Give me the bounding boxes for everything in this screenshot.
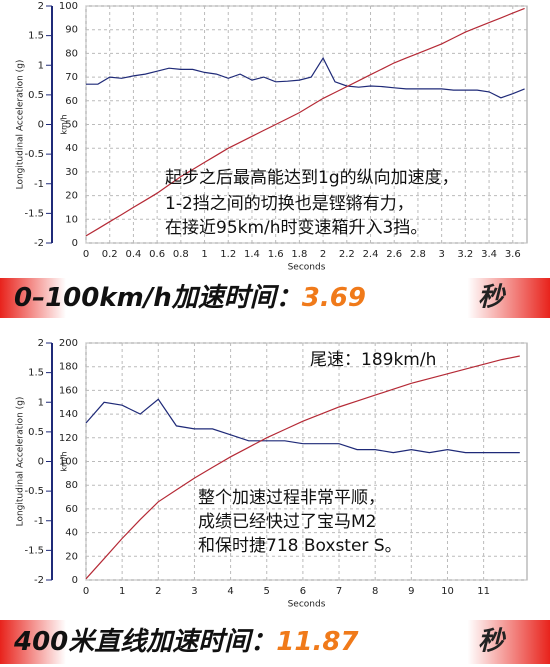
y2-tick-label: 20: [65, 551, 78, 562]
y2-tick-label: 140: [59, 409, 78, 420]
y2-tick-label: 100: [59, 1, 78, 12]
y-tick-label: 1: [38, 60, 44, 71]
annotation: 在接近95km/h时变速箱升入3挡。: [165, 218, 427, 238]
y-tick-label: 1.5: [28, 368, 44, 379]
x-axis-label: Seconds: [288, 600, 326, 610]
banner-value: 11.87: [276, 627, 359, 657]
y-tick-label: 2: [38, 338, 44, 349]
y2-tick-label: 80: [65, 480, 78, 491]
banner-label: 400米直线加速时间：: [13, 627, 276, 657]
x-tick-label: 7: [336, 586, 342, 597]
x-tick-label: 0: [83, 249, 89, 260]
x-tick-label: 8: [372, 586, 378, 597]
x-tick-label: 5: [264, 586, 270, 597]
x-tick-label: 1: [119, 586, 125, 597]
y2-tick-label: 70: [65, 72, 78, 83]
x-tick-label: 2: [320, 249, 326, 260]
data-line: [86, 56, 525, 99]
y-tick-label: 1: [38, 397, 44, 408]
x-tick-label: 0: [83, 586, 89, 597]
x-tick-label: 2.6: [386, 249, 402, 260]
y2-tick-label: 50: [65, 120, 78, 131]
y-tick-label: 2: [38, 1, 44, 12]
banner-unit: 秒: [478, 283, 506, 313]
banner-label: 0–100km/h加速时间：: [14, 283, 302, 313]
x-tick-label: 1.2: [220, 249, 236, 260]
banner-bg: [0, 620, 550, 664]
y2-tick-label: 60: [65, 504, 78, 515]
y2-tick-label: 20: [65, 191, 78, 202]
x-tick-label: 0.2: [102, 249, 118, 260]
y2-tick-label: 40: [65, 528, 78, 539]
y-axis-label: Longitudinal Acceleration (g): [16, 60, 26, 190]
banner: 0–100km/h加速时间：3.69: [14, 283, 366, 313]
y2-axis-label: km/h: [60, 114, 69, 134]
x-tick-label: 9: [408, 586, 414, 597]
y-tick-label: -2: [34, 238, 44, 249]
annotation: 1-2挡之间的切换也是铿锵有力，: [165, 194, 414, 214]
annotation: 整个加速过程非常平顺，: [198, 488, 385, 508]
y2-tick-label: 10: [65, 214, 78, 225]
x-tick-label: 1: [201, 249, 207, 260]
y-tick-label: -0.5: [24, 149, 44, 160]
x-tick-label: 2: [155, 586, 161, 597]
x-tick-label: 3: [191, 586, 197, 597]
x-tick-label: 3.4: [481, 249, 497, 260]
y-tick-label: 0.5: [28, 427, 44, 438]
annotation: 成绩已经快过了宝马M2: [198, 512, 376, 532]
banner-unit: 秒: [478, 627, 506, 657]
y-tick-label: -1: [34, 179, 44, 190]
x-tick-label: 11: [477, 586, 490, 597]
annotation: 和保时捷718 Boxster S。: [198, 536, 402, 556]
x-tick-label: 0.6: [149, 249, 165, 260]
x-tick-label: 0.8: [173, 249, 189, 260]
annotation: 尾速：189km/h: [310, 350, 436, 370]
y2-tick-label: 40: [65, 143, 78, 154]
x-tick-label: 2.4: [363, 249, 379, 260]
banner: 400米直线加速时间：11.87: [13, 627, 359, 657]
y2-tick-label: 180: [59, 362, 78, 373]
y-tick-label: 0.5: [28, 90, 44, 101]
y-tick-label: 0: [38, 457, 44, 468]
x-axis-label: Seconds: [288, 263, 326, 273]
y2-tick-label: 30: [65, 167, 78, 178]
data-line: [85, 7, 525, 237]
x-tick-label: 0.4: [125, 249, 141, 260]
y-tick-label: 0: [38, 120, 44, 131]
y2-tick-label: 100: [59, 457, 78, 468]
annotation: 起步之后最高能达到1g的纵向加速度，: [165, 168, 459, 188]
y-tick-label: -0.5: [24, 486, 44, 497]
y2-tick-label: 160: [59, 385, 78, 396]
x-tick-label: 1.6: [268, 249, 284, 260]
y-tick-label: -1.5: [24, 545, 44, 556]
y-tick-label: -1: [34, 516, 44, 527]
x-tick-label: 2.8: [410, 249, 426, 260]
y-tick-label: -1.5: [24, 208, 44, 219]
x-tick-label: 3.6: [505, 249, 521, 260]
y2-tick-label: 80: [65, 48, 78, 59]
x-tick-label: 6: [300, 586, 306, 597]
x-tick-label: 1.8: [291, 249, 307, 260]
data-line: [85, 355, 520, 580]
x-tick-label: 1.4: [244, 249, 260, 260]
x-tick-label: 10: [441, 586, 454, 597]
y2-axis-label: km/h: [60, 451, 69, 471]
y2-tick-label: 0: [72, 575, 78, 586]
y2-tick-label: 0: [72, 238, 78, 249]
y2-tick-label: 90: [65, 25, 78, 36]
x-tick-label: 2.2: [339, 249, 355, 260]
data-line: [85, 398, 520, 454]
banner-value: 3.69: [302, 283, 366, 313]
banner-bg: [0, 278, 550, 318]
x-tick-label: 3: [438, 249, 444, 260]
x-tick-label: 4: [227, 586, 233, 597]
y2-tick-label: 60: [65, 96, 78, 107]
x-tick-label: 3.2: [457, 249, 473, 260]
y-axis-label: Longitudinal Acceleration (g): [16, 397, 26, 527]
y-tick-label: -2: [34, 575, 44, 586]
y-tick-label: 1.5: [28, 31, 44, 42]
y2-tick-label: 200: [59, 338, 78, 349]
y2-tick-label: 120: [59, 433, 78, 444]
